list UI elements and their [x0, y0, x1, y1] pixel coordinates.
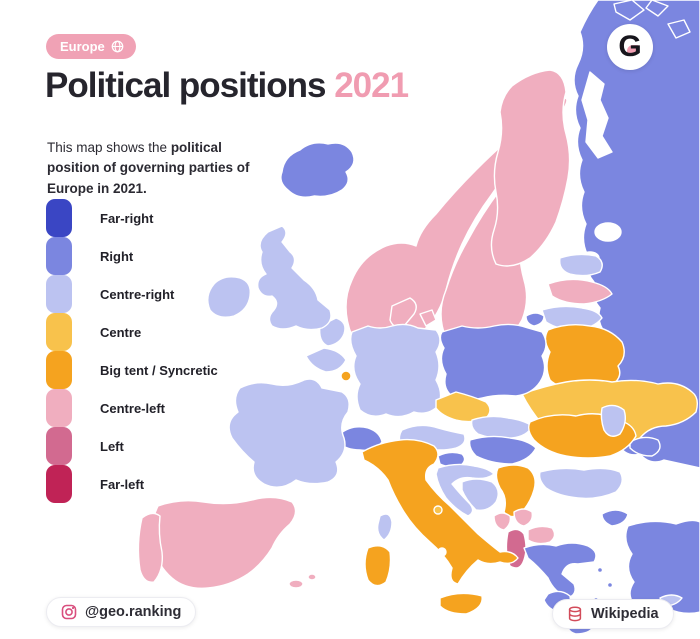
- vatican-marker: [437, 547, 447, 557]
- title-text: Political positions: [45, 66, 326, 105]
- source-credit-pill: Wikipedia: [552, 599, 674, 629]
- instagram-credit-pill: @geo.ranking: [46, 597, 197, 627]
- legend-swatch-far_left: [46, 465, 72, 503]
- country-belarus: [544, 323, 625, 388]
- country-greece: [523, 542, 597, 599]
- legend-label-centre_right: Centre-right: [100, 286, 175, 302]
- country-belgium: [305, 347, 347, 373]
- country-moldova: [600, 404, 627, 437]
- country-san-marino: [433, 505, 443, 515]
- spain-balearic-1: [288, 579, 304, 589]
- legend-label-far_right: Far-right: [100, 210, 154, 226]
- country-spain: [151, 496, 297, 589]
- italy-sardinia: [364, 545, 392, 587]
- legend-label-big_tent: Big tent / Syncretic: [100, 362, 218, 378]
- legend-swatch-right: [46, 237, 72, 275]
- region-badge: Europe: [46, 34, 136, 59]
- arctic-island-1: [613, 0, 645, 21]
- france-corsica: [376, 513, 393, 541]
- source-label: Wikipedia: [591, 606, 659, 622]
- country-luxembourg: [340, 370, 352, 382]
- region-badge-label: Europe: [60, 39, 105, 54]
- legend-swatch-far_right: [46, 199, 72, 237]
- country-poland: [439, 323, 547, 401]
- country-montenegro: [493, 512, 512, 531]
- country-bulgaria: [538, 467, 623, 500]
- legend-swatch-centre: [46, 313, 72, 351]
- subtitle-normal: This map shows the: [47, 139, 171, 155]
- country-finland: [490, 69, 571, 267]
- logo-pink-accent: [627, 45, 639, 54]
- country-estonia: [559, 253, 603, 277]
- lake-ladoga: [594, 222, 622, 242]
- country-croatia: [435, 463, 495, 517]
- brand-g-logo: G: [607, 24, 653, 70]
- arctic-island-3: [667, 19, 691, 39]
- database-icon: [568, 606, 582, 622]
- page-title: Political positions 2021: [45, 66, 409, 106]
- country-united-kingdom: [256, 225, 332, 331]
- logo-letter: G: [618, 30, 642, 63]
- title-year: 2021: [334, 66, 409, 105]
- turkey-european-part: [601, 509, 629, 527]
- legend-labels: Far-right Right Centre-right Centre Big tent…: [100, 199, 218, 503]
- subtitle-bold: political position of governing parties …: [47, 139, 250, 197]
- globe-icon: [111, 40, 124, 53]
- country-kosovo: [513, 508, 534, 527]
- legend-label-left: Left: [100, 438, 124, 454]
- country-bosnia: [461, 478, 499, 512]
- spain-balearic-2: [307, 573, 317, 581]
- subtitle: This map shows the political position of…: [47, 138, 259, 201]
- country-slovakia: [470, 415, 533, 440]
- country-hungary: [468, 435, 537, 465]
- instagram-handle: @geo.ranking: [85, 604, 182, 620]
- country-kaliningrad: [525, 312, 545, 327]
- legend-swatch-big_tent: [46, 351, 72, 389]
- legend-color-bar: [46, 199, 72, 503]
- legend-label-right: Right: [100, 248, 134, 264]
- legend-label-centre_left: Centre-left: [100, 400, 166, 416]
- greece-island-2: [606, 581, 614, 589]
- country-denmark: [389, 297, 417, 328]
- country-denmark-island: [419, 309, 437, 327]
- instagram-icon: [61, 604, 77, 620]
- legend-swatch-centre_right: [46, 275, 72, 313]
- white-sea: [581, 71, 613, 159]
- country-germany: [349, 323, 442, 418]
- legend-swatch-centre_left: [46, 389, 72, 427]
- legend-label-far_left: Far-left: [100, 476, 145, 492]
- country-france: [228, 378, 350, 488]
- country-crimea: [629, 436, 661, 457]
- country-portugal: [137, 512, 164, 583]
- greece-island-1: [596, 566, 604, 574]
- country-serbia: [495, 464, 536, 518]
- country-latvia: [547, 278, 613, 305]
- legend-swatch-left: [46, 427, 72, 465]
- country-iceland: [280, 142, 355, 198]
- country-north-macedonia: [527, 525, 556, 545]
- arctic-island-2: [645, 0, 669, 17]
- country-switzerland: [337, 426, 383, 452]
- country-ireland: [207, 276, 251, 318]
- legend-label-centre: Centre: [100, 324, 142, 340]
- legend: Far-right Right Centre-right Centre Big tent…: [46, 199, 218, 503]
- italy-sicily: [439, 592, 483, 615]
